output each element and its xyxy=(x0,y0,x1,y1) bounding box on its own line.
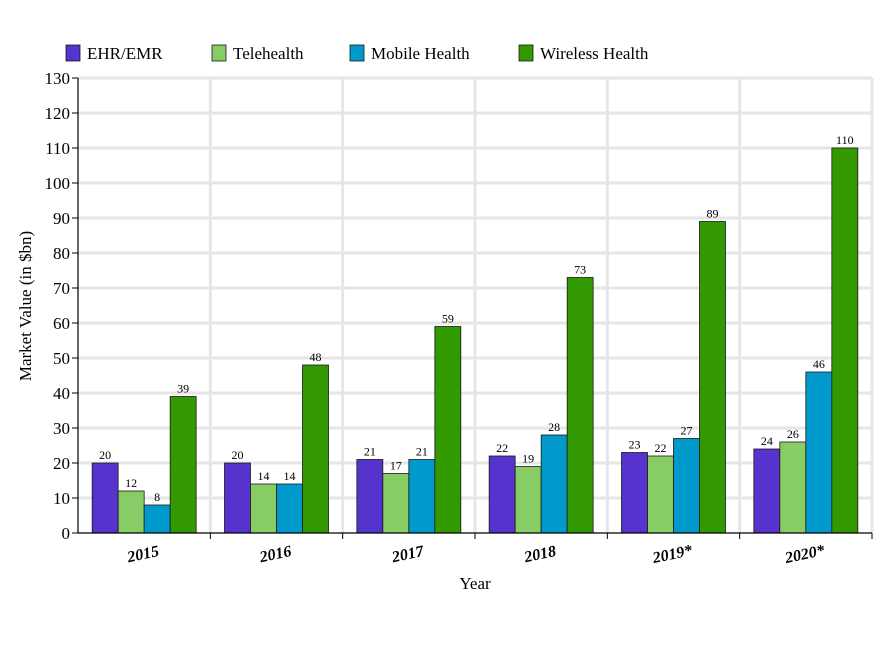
y-tick-label: 110 xyxy=(45,139,70,158)
data-label: 20 xyxy=(232,448,244,462)
bar xyxy=(276,483,303,534)
axes: 2015 2016 2017 2018 2019* 2020*01020304050607… xyxy=(45,69,873,567)
data-label: 14 xyxy=(284,469,296,483)
bar xyxy=(434,326,462,534)
data-label: 23 xyxy=(629,438,641,452)
x-tick-label: 2019* xyxy=(650,542,695,567)
bar xyxy=(566,277,594,534)
y-tick-label: 120 xyxy=(45,104,71,123)
legend-item: Mobile Health xyxy=(349,44,470,63)
data-label: 73 xyxy=(574,263,586,277)
bar xyxy=(382,473,410,534)
data-label: 39 xyxy=(177,382,189,396)
x-tick-label: 2018 xyxy=(522,543,558,566)
legend-label: Telehealth xyxy=(233,44,304,63)
bar xyxy=(250,483,277,534)
bar xyxy=(805,371,833,534)
legend-label: Mobile Health xyxy=(371,44,470,63)
bar xyxy=(117,490,145,534)
bar xyxy=(169,396,197,534)
bar xyxy=(673,438,700,534)
data-label: 26 xyxy=(787,427,799,441)
bar xyxy=(647,455,674,534)
data-label: 12 xyxy=(125,476,137,490)
y-tick-label: 10 xyxy=(53,489,70,508)
y-tick-label: 50 xyxy=(53,349,70,368)
x-tick-label: 2020* xyxy=(783,542,828,567)
data-label: 28 xyxy=(548,420,560,434)
grid-lines xyxy=(78,76,874,533)
data-label: 14 xyxy=(258,469,270,483)
data-label: 46 xyxy=(813,357,825,371)
legend-item: EHR/EMR xyxy=(65,44,163,63)
bar xyxy=(91,462,119,534)
y-tick-label: 40 xyxy=(53,384,70,403)
bar xyxy=(753,448,781,534)
y-tick-label: 20 xyxy=(53,454,70,473)
x-tick-label: 2016 xyxy=(257,543,293,566)
y-tick-label: 0 xyxy=(62,524,71,543)
bar xyxy=(488,455,516,534)
bar xyxy=(356,459,384,534)
legend-label: Wireless Health xyxy=(540,44,649,63)
data-label: 48 xyxy=(310,350,322,364)
legend: EHR/EMR Telehealth Mobile Health Wireless H… xyxy=(65,44,649,63)
bar xyxy=(143,504,171,534)
x-tick-label: 2015 xyxy=(125,543,161,566)
data-label: 21 xyxy=(416,445,428,459)
y-tick-label: 80 xyxy=(53,244,70,263)
bar xyxy=(779,441,807,534)
data-label: 22 xyxy=(655,441,667,455)
data-label: 20 xyxy=(99,448,111,462)
bar xyxy=(302,364,329,534)
data-label: 19 xyxy=(522,452,534,466)
data-label: 27 xyxy=(681,424,693,438)
bar xyxy=(831,147,859,534)
legend-label: EHR/EMR xyxy=(87,44,163,63)
legend-swatch xyxy=(211,44,227,62)
x-tick-label: 2017 xyxy=(390,543,427,567)
data-label: 110 xyxy=(836,133,854,147)
legend-item: Wireless Health xyxy=(518,44,649,63)
y-tick-label: 30 xyxy=(53,419,70,438)
bar xyxy=(514,466,542,534)
data-label: 17 xyxy=(390,459,402,473)
data-label: 21 xyxy=(364,445,376,459)
bars-group: 20 12 8 39 20 14 14 48 21 17 21 59 22 19 28 73 23 22 27 89 2… xyxy=(91,133,859,534)
bar xyxy=(621,452,648,534)
data-label: 24 xyxy=(761,434,773,448)
data-label: 59 xyxy=(442,312,454,326)
y-tick-label: 100 xyxy=(45,174,71,193)
bar xyxy=(408,459,436,534)
legend-swatch xyxy=(65,44,81,62)
y-tick-label: 130 xyxy=(45,69,71,88)
data-label: 22 xyxy=(496,441,508,455)
y-tick-label: 60 xyxy=(53,314,70,333)
bar xyxy=(699,221,726,534)
x-axis-title: Year xyxy=(459,574,491,593)
y-tick-label: 70 xyxy=(53,279,70,298)
legend-swatch xyxy=(349,44,365,62)
legend-swatch xyxy=(518,44,534,62)
bar xyxy=(224,462,251,534)
legend-item: Telehealth xyxy=(211,44,304,63)
data-label: 8 xyxy=(154,490,160,504)
bar xyxy=(540,434,568,534)
data-label: 89 xyxy=(707,207,719,221)
y-axis-title: Market Value (in $bn) xyxy=(16,231,35,381)
y-tick-label: 90 xyxy=(53,209,70,228)
